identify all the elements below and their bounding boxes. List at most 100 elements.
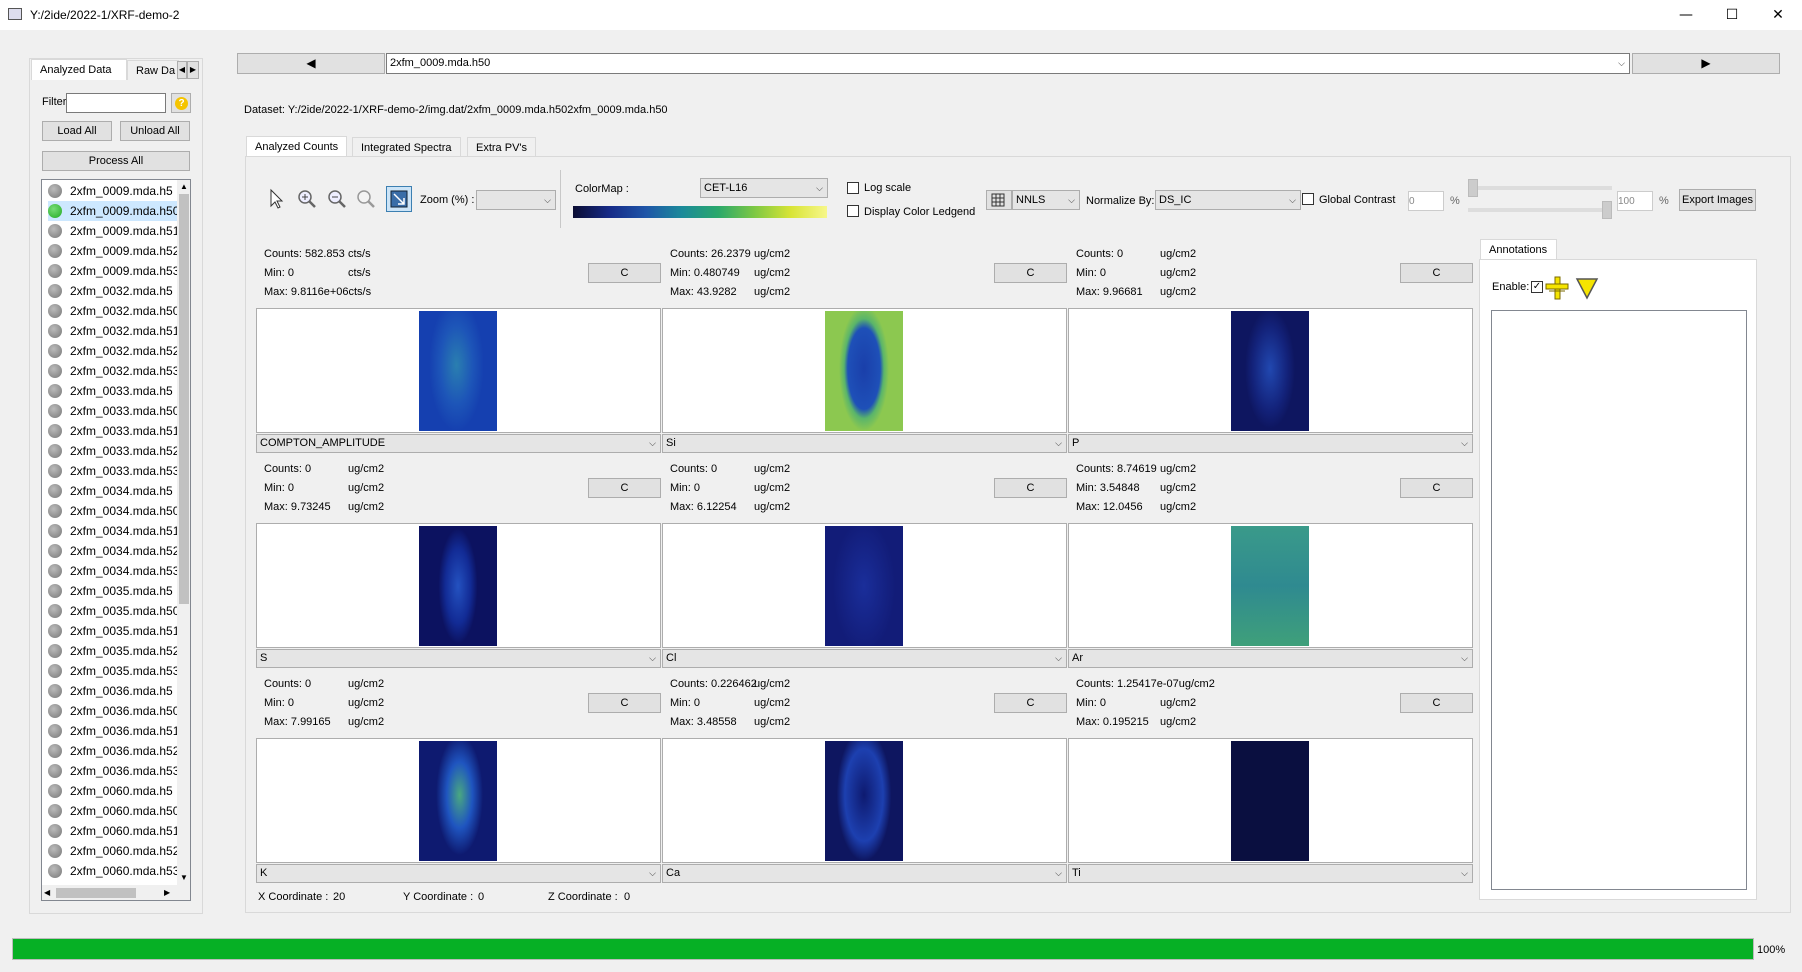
tab-extra-pvs[interactable]: Extra PV's <box>467 137 537 157</box>
tab-scroll-right-icon[interactable]: ▶ <box>187 61 199 79</box>
contrast-button[interactable]: C <box>994 693 1067 713</box>
element-select[interactable]: K ⌵ <box>256 864 661 883</box>
horizontal-scrollbar[interactable]: ◀ ▶ <box>42 885 190 900</box>
file-list-item[interactable]: 2xfm_0036.mda.h53 <box>48 761 178 781</box>
file-list-item[interactable]: 2xfm_0009.mda.h51 <box>48 221 178 241</box>
hscrollbar-thumb[interactable] <box>56 888 136 898</box>
tab-raw-data[interactable]: Raw Da <box>127 60 179 80</box>
tab-analyzed-counts[interactable]: Analyzed Counts <box>246 136 348 157</box>
element-image-view[interactable] <box>662 308 1067 433</box>
element-select[interactable]: P ⌵ <box>1068 434 1473 453</box>
contrast-button[interactable]: C <box>1400 693 1473 713</box>
scrollbar-thumb[interactable] <box>179 194 189 604</box>
file-list-item[interactable]: 2xfm_0060.mda.h52 <box>48 841 178 861</box>
file-list-item[interactable]: 2xfm_0032.mda.h52 <box>48 341 178 361</box>
max-contrast-slider[interactable] <box>1468 201 1612 219</box>
min-contrast-input[interactable] <box>1408 191 1444 211</box>
file-list-item[interactable]: 2xfm_0036.mda.h52 <box>48 741 178 761</box>
contrast-button[interactable]: C <box>588 693 661 713</box>
file-list-item[interactable]: 2xfm_0060.mda.h51 <box>48 821 178 841</box>
file-list-item[interactable]: 2xfm_0036.mda.h51 <box>48 721 178 741</box>
tab-annotations[interactable]: Annotations <box>1480 239 1557 260</box>
file-list-item[interactable]: 2xfm_0035.mda.h50 <box>48 601 178 621</box>
grid-layout-button[interactable] <box>986 190 1012 210</box>
filter-input[interactable] <box>66 93 166 113</box>
slider-handle[interactable] <box>1602 201 1612 219</box>
tab-scroll-left-icon[interactable]: ◀ <box>177 61 187 79</box>
file-list-item[interactable]: 2xfm_0036.mda.h50 <box>48 701 178 721</box>
normalize-select[interactable]: DS_IC ⌵ <box>1155 190 1301 210</box>
element-select[interactable]: Ar ⌵ <box>1068 649 1473 668</box>
file-list-item[interactable]: 2xfm_0009.mda.h52 <box>48 241 178 261</box>
unload-all-button[interactable]: Unload All <box>120 121 190 141</box>
contrast-button[interactable]: C <box>588 478 661 498</box>
dataset-select[interactable]: 2xfm_0009.mda.h50 ⌵ <box>386 53 1630 74</box>
process-all-button[interactable]: Process All <box>42 151 190 171</box>
next-dataset-button[interactable]: ▶ <box>1632 53 1780 74</box>
element-select[interactable]: Ca ⌵ <box>662 864 1067 883</box>
element-select[interactable]: Si ⌵ <box>662 434 1067 453</box>
zoom-out-tool[interactable] <box>326 188 348 210</box>
element-image-view[interactable] <box>662 738 1067 863</box>
tab-integrated-spectra[interactable]: Integrated Spectra <box>352 137 461 157</box>
zoom-reset-tool[interactable] <box>355 188 377 210</box>
file-list-item[interactable]: 2xfm_0032.mda.h51 <box>48 321 178 341</box>
element-image-view[interactable] <box>1068 523 1473 648</box>
file-list-item[interactable]: 2xfm_0033.mda.h5 <box>48 381 178 401</box>
element-image-view[interactable] <box>1068 738 1473 863</box>
add-marker-icon[interactable] <box>1545 276 1569 300</box>
display-legend-checkbox[interactable] <box>847 205 859 217</box>
file-list-item[interactable]: 2xfm_0009.mda.h53 <box>48 261 178 281</box>
pan-tool[interactable] <box>386 186 412 212</box>
contrast-button[interactable]: C <box>588 263 661 283</box>
element-select[interactable]: Ti ⌵ <box>1068 864 1473 883</box>
maximize-icon[interactable]: ☐ <box>1725 7 1739 23</box>
file-list-item[interactable]: 2xfm_0009.mda.h50 <box>48 201 178 221</box>
file-list-item[interactable]: 2xfm_0035.mda.h5 <box>48 581 178 601</box>
element-image-view[interactable] <box>256 738 661 863</box>
contrast-button[interactable]: C <box>1400 478 1473 498</box>
colormap-select[interactable]: CET-L16 ⌵ <box>700 178 828 198</box>
file-list-item[interactable]: 2xfm_0009.mda.h5 <box>48 181 178 201</box>
element-select[interactable]: Cl ⌵ <box>662 649 1067 668</box>
file-list-item[interactable]: 2xfm_0060.mda.h53 <box>48 861 178 881</box>
file-list-item[interactable]: 2xfm_0032.mda.h5 <box>48 281 178 301</box>
fit-select[interactable]: NNLS ⌵ <box>1012 190 1080 210</box>
load-all-button[interactable]: Load All <box>42 121 112 141</box>
element-image-view[interactable] <box>1068 308 1473 433</box>
export-images-button[interactable]: Export Images <box>1679 189 1756 211</box>
element-image-view[interactable] <box>256 308 661 433</box>
element-select[interactable]: S ⌵ <box>256 649 661 668</box>
file-list-item[interactable]: 2xfm_0036.mda.h5 <box>48 681 178 701</box>
zoom-select[interactable]: ⌵ <box>476 190 556 210</box>
file-list-item[interactable]: 2xfm_0060.mda.h50 <box>48 801 178 821</box>
tab-analyzed-data[interactable]: Analyzed Data <box>31 59 127 80</box>
file-list-item[interactable]: 2xfm_0034.mda.h53 <box>48 561 178 581</box>
pointer-tool[interactable] <box>268 188 286 210</box>
file-list-item[interactable]: 2xfm_0032.mda.h53 <box>48 361 178 381</box>
min-contrast-slider[interactable] <box>1468 179 1612 197</box>
prev-dataset-button[interactable]: ◀ <box>237 53 385 74</box>
file-list-item[interactable]: 2xfm_0033.mda.h50 <box>48 401 178 421</box>
file-list-item[interactable]: 2xfm_0033.mda.h53 <box>48 461 178 481</box>
file-list-item[interactable]: 2xfm_0034.mda.h51 <box>48 521 178 541</box>
max-contrast-input[interactable] <box>1617 191 1653 211</box>
contrast-button[interactable]: C <box>994 478 1067 498</box>
global-contrast-checkbox[interactable] <box>1302 193 1314 205</box>
element-image-view[interactable] <box>662 523 1067 648</box>
slider-handle[interactable] <box>1468 179 1478 197</box>
file-list-item[interactable]: 2xfm_0060.mda.h5 <box>48 781 178 801</box>
file-list-item[interactable]: 2xfm_0033.mda.h51 <box>48 421 178 441</box>
minimize-icon[interactable]: — <box>1679 7 1693 23</box>
file-list-item[interactable]: 2xfm_0035.mda.h52 <box>48 641 178 661</box>
file-list-item[interactable]: 2xfm_0033.mda.h52 <box>48 441 178 461</box>
element-select[interactable]: COMPTON_AMPLITUDE ⌵ <box>256 434 661 453</box>
add-roi-icon[interactable] <box>1575 276 1599 300</box>
close-icon[interactable]: ✕ <box>1772 7 1784 23</box>
filter-help-button[interactable]: ? <box>171 93 191 113</box>
log-scale-checkbox[interactable] <box>847 182 859 194</box>
contrast-button[interactable]: C <box>994 263 1067 283</box>
vertical-scrollbar[interactable]: ▲ ▼ <box>177 180 190 885</box>
file-list-item[interactable]: 2xfm_0034.mda.h5 <box>48 481 178 501</box>
annotations-enable-checkbox[interactable]: ✓ <box>1531 281 1543 293</box>
